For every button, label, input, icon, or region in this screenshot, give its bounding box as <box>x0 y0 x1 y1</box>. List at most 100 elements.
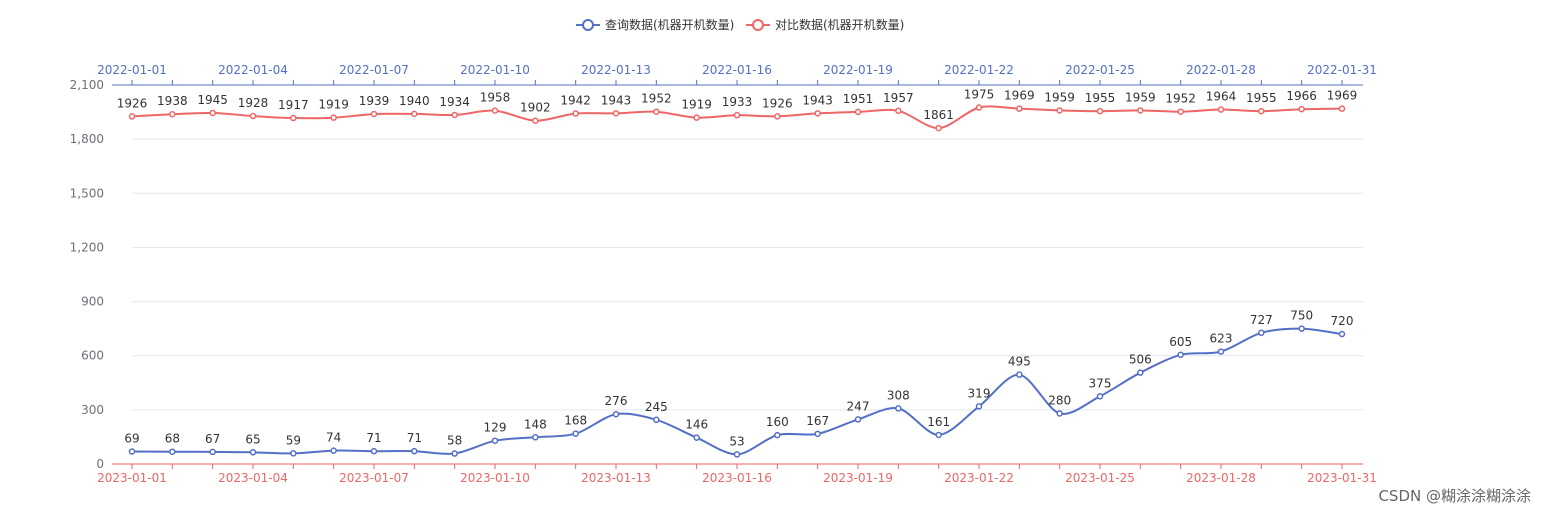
data-label: 1969 <box>1327 89 1358 103</box>
x-top-tick-label: 2022-01-13 <box>581 63 651 77</box>
x-top-tick-label: 2022-01-04 <box>218 63 288 77</box>
data-label: 1919 <box>318 98 349 112</box>
data-label: 1928 <box>238 96 269 110</box>
data-point <box>532 434 539 441</box>
data-label: 1926 <box>762 96 793 110</box>
y-tick-label: 300 <box>81 403 104 417</box>
data-label: 727 <box>1250 313 1273 327</box>
x-bottom-tick-label: 2023-01-10 <box>460 471 530 485</box>
data-point <box>814 430 821 438</box>
y-tick-label: 2,100 <box>70 78 104 92</box>
data-point <box>1298 325 1305 332</box>
data-label: 160 <box>766 415 789 429</box>
data-label: 1958 <box>480 91 511 105</box>
data-point <box>935 124 942 132</box>
data-label: 1940 <box>399 94 430 108</box>
data-point <box>895 405 902 412</box>
data-point <box>653 108 660 115</box>
data-point <box>411 110 418 118</box>
legend-label: 对比数据(机器开机数量) <box>775 17 904 32</box>
data-point <box>975 104 983 111</box>
x-bottom-tick-label: 2023-01-28 <box>1186 471 1256 485</box>
data-point <box>693 434 700 441</box>
data-point <box>854 108 862 116</box>
x-bottom-tick-label: 2023-01-07 <box>339 471 409 485</box>
data-label: 1943 <box>601 93 632 107</box>
data-label: 506 <box>1129 353 1152 367</box>
series-layer <box>128 104 1346 458</box>
data-label: 65 <box>245 432 260 446</box>
data-label: 1959 <box>1044 90 1075 104</box>
data-point <box>975 403 983 410</box>
data-label: 276 <box>605 394 628 408</box>
data-label: 67 <box>205 432 220 446</box>
data-point <box>1217 106 1225 113</box>
data-point <box>935 431 942 439</box>
data-label: 1975 <box>964 88 995 102</box>
data-point <box>370 447 378 455</box>
data-point <box>1056 410 1063 417</box>
data-label: 1959 <box>1125 90 1156 104</box>
data-label: 1939 <box>359 94 390 108</box>
data-point <box>209 109 216 117</box>
data-label: 280 <box>1048 393 1071 407</box>
data-label: 161 <box>927 415 950 429</box>
y-tick-label: 900 <box>81 295 104 309</box>
x-top-tick-label: 2022-01-25 <box>1065 63 1135 77</box>
data-point <box>330 114 337 121</box>
data-point <box>1258 107 1265 115</box>
x-top-tick-label: 2022-01-10 <box>460 63 530 77</box>
y-tick-label: 1,500 <box>70 186 104 200</box>
x-bottom-tick-label: 2023-01-16 <box>702 471 772 485</box>
data-label: 148 <box>524 417 547 431</box>
data-label: 1945 <box>197 93 228 107</box>
x-bottom-tick-label: 2023-01-25 <box>1065 471 1135 485</box>
data-label: 1934 <box>439 95 470 109</box>
watermark-text: CSDN @糊涂涂糊涂涂 <box>1378 487 1531 505</box>
x-top-tick-label: 2022-01-31 <box>1307 63 1377 77</box>
data-label: 68 <box>165 432 180 446</box>
data-point <box>1096 393 1104 400</box>
data-point <box>1177 351 1184 359</box>
data-label: 1943 <box>802 93 833 107</box>
data-point <box>209 448 216 456</box>
y-tick-label: 0 <box>96 457 104 471</box>
x-axis-bottom: 2023-01-01 2023-01-04 2023-01-07 2023-01-10… <box>97 464 1377 485</box>
legend-marker-icon <box>582 19 594 31</box>
data-label: 129 <box>484 421 507 435</box>
data-label: 168 <box>564 414 587 428</box>
x-top-tick-label: 2022-01-07 <box>339 63 409 77</box>
data-label: 495 <box>1008 355 1031 369</box>
x-bottom-tick-label: 2023-01-22 <box>944 471 1014 485</box>
data-point <box>249 112 257 120</box>
x-top-tick-label: 2022-01-16 <box>702 63 772 77</box>
data-point <box>290 114 297 122</box>
legend-label: 查询数据(机器开机数量) <box>605 17 734 32</box>
data-label: 71 <box>366 431 381 445</box>
legend-item[interactable]: 查询数据(机器开机数量) <box>576 17 734 32</box>
data-point <box>1338 105 1346 112</box>
data-label: 53 <box>729 434 744 448</box>
data-label: 74 <box>326 431 341 445</box>
y-tick-label: 1,800 <box>70 132 104 146</box>
data-label: 146 <box>685 418 708 432</box>
data-label: 750 <box>1290 309 1313 323</box>
data-point <box>249 449 257 456</box>
data-label: 245 <box>645 400 668 414</box>
data-point <box>169 448 176 455</box>
data-point <box>1298 105 1305 113</box>
data-label: 1955 <box>1085 91 1116 105</box>
data-point <box>774 113 781 120</box>
data-point <box>572 110 579 117</box>
data-label: 1917 <box>278 98 309 112</box>
data-point <box>1338 330 1346 338</box>
data-point <box>1258 329 1265 337</box>
data-point <box>653 416 660 424</box>
data-label: 1951 <box>843 92 874 106</box>
legend[interactable]: 查询数据(机器开机数量) 对比数据(机器开机数量) <box>576 17 904 32</box>
data-point <box>1016 105 1023 112</box>
legend-item[interactable]: 对比数据(机器开机数量) <box>746 17 904 32</box>
data-label: 1926 <box>117 96 148 110</box>
data-point <box>814 110 821 117</box>
